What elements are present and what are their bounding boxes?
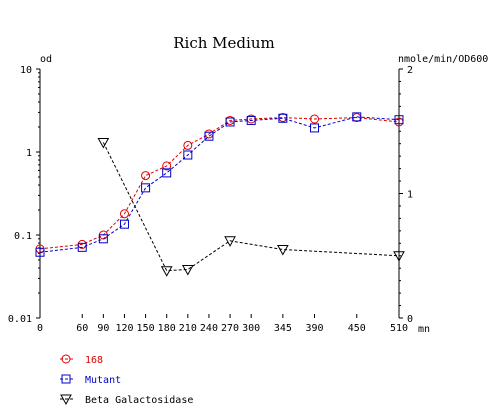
data-point (181, 264, 194, 276)
x-tick-label: 450 (348, 323, 366, 334)
y-right-tick-label: 0 (407, 314, 413, 325)
y-left-tick-label: 0.1 (14, 231, 32, 242)
data-point (277, 245, 289, 256)
legend-marker (60, 394, 72, 405)
data-point (204, 131, 214, 141)
data-point (183, 140, 193, 150)
x-tick-label: 90 (97, 323, 109, 334)
data-point (352, 112, 362, 122)
x-tick-label: 300 (242, 323, 260, 334)
x-tick-label: 180 (158, 323, 176, 334)
series-1 (35, 113, 404, 254)
data-point (141, 171, 151, 181)
data-point (162, 161, 172, 171)
x-tick-label: 0 (37, 323, 43, 334)
series-2 (35, 112, 404, 257)
y-left-tick-label: 10 (20, 65, 32, 76)
data-point (160, 266, 173, 277)
legend-label: Beta Galactosidase (85, 395, 193, 405)
y-left-tick-label: 1 (26, 148, 32, 159)
y-left-tick-label: 0.01 (8, 314, 32, 325)
series-layer (35, 112, 405, 277)
x-tick-label: 210 (179, 323, 197, 334)
x-tick-label: 345 (274, 323, 292, 334)
series-3 (97, 137, 405, 277)
x-tick-label: 510 (390, 323, 408, 334)
x-tick-label: 150 (137, 323, 155, 334)
legend-marker (61, 374, 71, 384)
data-point (97, 137, 110, 149)
x-tick-label: 390 (305, 323, 323, 334)
data-point (246, 115, 256, 125)
data-point (310, 114, 320, 124)
legend-item: Beta Galactosidase (60, 394, 193, 405)
data-point (119, 209, 129, 219)
legend: 168 Mutant Beta Galactosidase (60, 354, 193, 405)
data-point (224, 236, 236, 247)
legend-item: Mutant (60, 374, 121, 386)
y-right-label: nmole/min/OD600 (398, 54, 488, 65)
data-point (162, 168, 172, 178)
data-point (35, 247, 45, 257)
legend-item: 168 (60, 354, 103, 366)
series-line (102, 142, 400, 272)
legend-marker (61, 354, 71, 364)
x-tick-label: 120 (115, 323, 133, 334)
data-point (310, 123, 320, 133)
data-point (141, 183, 151, 193)
y-right-tick-label: 2 (407, 65, 413, 76)
legend-label: 168 (85, 355, 103, 366)
data-point (278, 113, 288, 123)
x-tick-label: 240 (200, 323, 218, 334)
x-tick-label: 270 (221, 323, 239, 334)
x-axis-label: mn (418, 324, 430, 335)
data-point (225, 117, 235, 127)
data-point (77, 242, 87, 252)
series-line (39, 117, 400, 250)
data-point (98, 234, 108, 244)
y-left-label: od (40, 54, 52, 65)
data-point (119, 219, 129, 229)
data-point (183, 150, 193, 160)
x-tick-label: 60 (76, 323, 88, 334)
series-line (39, 116, 400, 253)
data-point (393, 251, 405, 262)
chart-title: Rich Medium (173, 34, 274, 52)
legend-label: Mutant (85, 375, 121, 386)
data-point (394, 115, 404, 125)
y-right-tick-label: 1 (407, 190, 413, 201)
